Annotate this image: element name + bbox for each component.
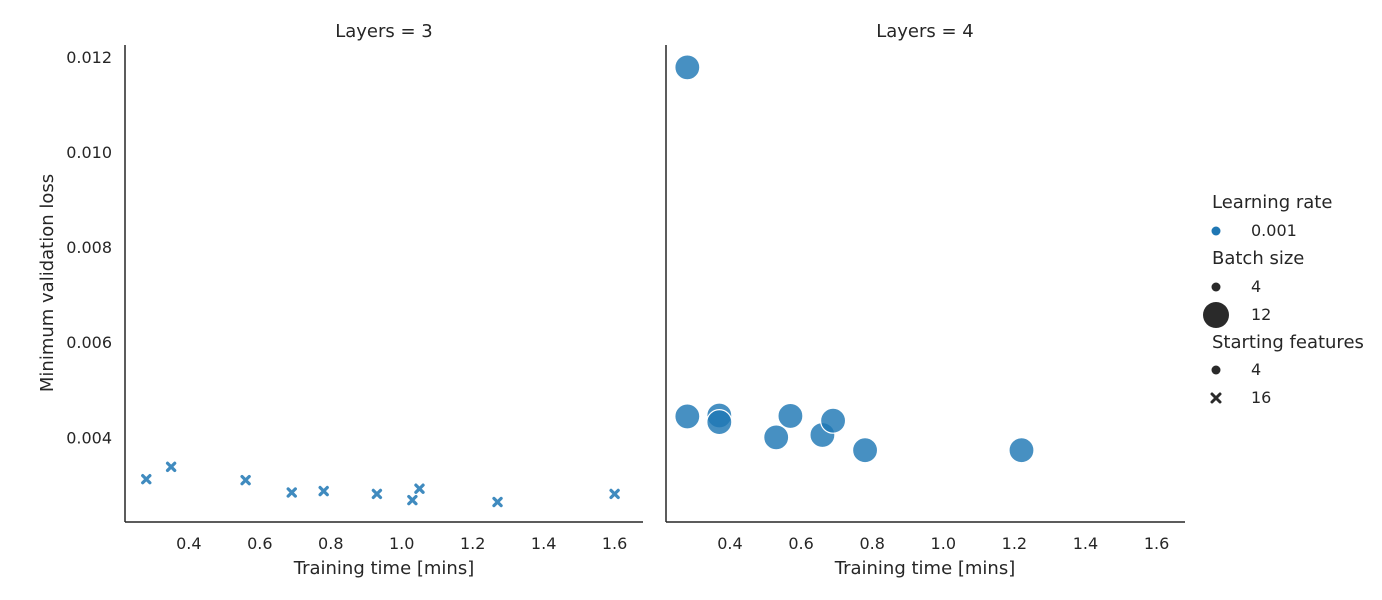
x-tick-labels-left: 0.4 0.6 0.8 1.0 1.2 1.4 1.6 [176,534,627,553]
x-tick-label: 1.0 [389,534,414,553]
y-tick-label: 0.004 [66,428,112,447]
data-point [777,402,804,430]
x-tick-labels-right: 0.4 0.6 0.8 1.0 1.2 1.4 1.6 [717,534,1169,553]
y-tick-label: 0.010 [66,143,112,162]
data-point [674,54,701,81]
data-point [674,403,701,430]
x-tick-label: 1.6 [602,534,627,553]
panel-layers-3: Layers = 3 0.4 0.6 0.8 1.0 1.2 1.4 1.6 0.0040.… [37,21,643,579]
x-tick-label: 0.8 [859,534,884,553]
y-axis-label: Minimum validation loss [37,174,58,392]
legend-marker-features-4 [1211,365,1221,375]
x-tick-label: 1.2 [1002,534,1027,553]
points-layers-3 [141,461,620,508]
legend-title-batch-size: Batch size [1212,248,1304,269]
data-point [165,461,177,473]
y-tick-label: 0.006 [66,333,112,352]
y-tick-labels: 0.004 0.006 0.008 0.010 0.012 [66,48,112,447]
x-axis-label-right: Training time [mins] [834,558,1016,579]
panel-title-layers-4: Layers = 4 [876,21,974,42]
data-point [706,409,733,436]
legend-label-features-16: 16 [1251,388,1271,407]
data-point [1008,437,1035,464]
x-tick-label: 1.0 [931,534,956,553]
x-tick-label: 0.8 [318,534,343,553]
y-tick-label: 0.012 [66,48,112,67]
legend: Learning rate 0.001 Batch size 4 12 Star… [1203,192,1364,407]
data-point [141,473,152,485]
data-point [240,474,251,486]
data-point [609,488,620,500]
legend-label-batch-4: 4 [1251,277,1261,296]
panel-title-layers-3: Layers = 3 [335,21,433,42]
x-tick-label: 1.6 [1144,534,1169,553]
legend-marker-features-16 [1210,392,1222,404]
x-tick-label: 0.4 [176,534,201,553]
x-tick-label: 1.4 [1073,534,1098,553]
data-point [414,483,425,494]
data-point [286,487,297,498]
legend-label-lr-0.001: 0.001 [1251,221,1297,240]
x-tick-label: 0.6 [247,534,272,553]
legend-marker-lr-0.001 [1211,226,1221,236]
legend-label-batch-12: 12 [1251,305,1271,324]
x-tick-label: 0.4 [717,534,742,553]
x-tick-label: 0.6 [788,534,813,553]
x-tick-label: 1.2 [460,534,485,553]
data-point [763,424,790,451]
points-layers-4 [674,54,1035,464]
data-point [851,437,879,464]
legend-marker-batch-4 [1211,282,1221,292]
legend-marker-batch-12 [1203,302,1229,328]
panel-layers-4: Layers = 4 0.4 0.6 0.8 1.0 1.2 1.4 1.6 Trainin… [665,21,1185,579]
data-point [318,485,329,497]
x-tick-label: 1.4 [531,534,556,553]
data-point [819,407,847,434]
x-axis-label-left: Training time [mins] [293,558,475,579]
y-tick-label: 0.008 [66,238,112,257]
legend-title-starting-features: Starting features [1212,332,1364,353]
data-point [371,488,383,500]
legend-title-learning-rate: Learning rate [1212,192,1332,213]
data-point [492,496,503,508]
data-point [407,494,418,506]
legend-label-features-4: 4 [1251,360,1261,379]
